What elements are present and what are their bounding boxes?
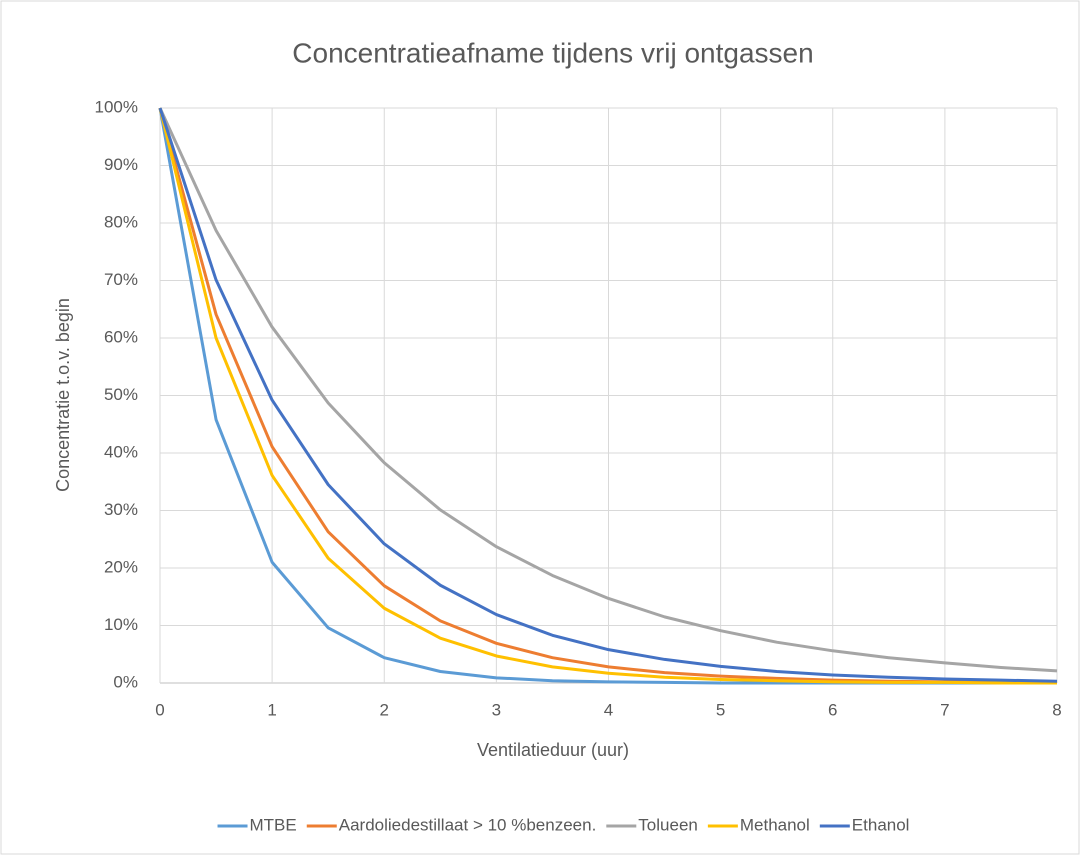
y-tick-label: 0% bbox=[113, 672, 138, 691]
x-tick-label: 0 bbox=[155, 700, 164, 719]
x-tick-label: 8 bbox=[1052, 700, 1061, 719]
x-tick-label: 1 bbox=[267, 700, 276, 719]
x-tick-label: 3 bbox=[492, 700, 501, 719]
x-axis-title: Ventilatieduur (uur) bbox=[477, 740, 629, 760]
chart-title: Concentratieafname tijdens vrij ontgasse… bbox=[292, 37, 813, 68]
x-tick-label: 6 bbox=[828, 700, 837, 719]
y-tick-label: 60% bbox=[104, 327, 138, 346]
y-tick-label: 70% bbox=[104, 270, 138, 289]
x-tick-label: 7 bbox=[940, 700, 949, 719]
series-line bbox=[158, 107, 1057, 685]
y-tick-label: 20% bbox=[104, 557, 138, 576]
x-tick-label: 4 bbox=[604, 700, 613, 719]
y-tick-label: 30% bbox=[104, 500, 138, 519]
legend-label: MTBE bbox=[250, 815, 297, 834]
y-tick-label: 90% bbox=[104, 155, 138, 174]
y-axis-title: Concentratie t.o.v. begin bbox=[53, 298, 73, 492]
legend-label: Ethanol bbox=[852, 815, 910, 834]
series-line bbox=[158, 107, 1058, 673]
x-tick-label: 5 bbox=[716, 700, 725, 719]
x-tick-label: 2 bbox=[380, 700, 389, 719]
y-tick-label: 10% bbox=[104, 615, 138, 634]
y-tick-label: 40% bbox=[104, 442, 138, 461]
legend-label: Methanol bbox=[740, 815, 810, 834]
y-tick-label: 80% bbox=[104, 212, 138, 231]
y-tick-label: 100% bbox=[95, 97, 138, 116]
y-tick-label: 50% bbox=[104, 385, 138, 404]
series-line bbox=[158, 107, 1058, 683]
legend-label: Aardoliedestillaat > 10 %benzeen. bbox=[339, 815, 597, 834]
legend-label: Tolueen bbox=[638, 815, 698, 834]
